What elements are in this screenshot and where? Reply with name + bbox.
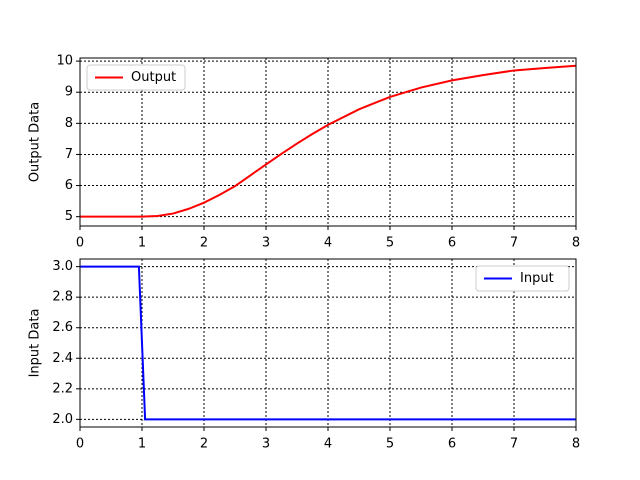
axes-frame xyxy=(79,57,577,227)
y-tick-label: 2.0 xyxy=(52,412,73,427)
legend-box xyxy=(475,265,570,292)
legend-label: Input xyxy=(520,271,554,286)
x-tick-label: 5 xyxy=(386,437,394,452)
y-tick-label: 7 xyxy=(65,147,73,162)
y-tick-label: 2.2 xyxy=(52,381,73,396)
x-tick-label: 1 xyxy=(138,236,146,251)
y-tick-label: 2.8 xyxy=(52,290,73,305)
line-series xyxy=(80,64,577,218)
x-tick-label: 6 xyxy=(448,437,456,452)
y-tick-label: 10 xyxy=(56,54,73,69)
x-tick-label: 1 xyxy=(138,437,146,452)
y-tick-label: 5 xyxy=(65,209,73,224)
x-tick-label: 0 xyxy=(76,437,84,452)
x-tick-label: 3 xyxy=(262,437,270,452)
x-tick-label: 2 xyxy=(200,236,208,251)
x-tick-label: 2 xyxy=(200,437,208,452)
x-tick-label: 5 xyxy=(386,236,394,251)
y-tick-label: 6 xyxy=(65,178,73,193)
y-axis-label: Input Data xyxy=(28,309,43,378)
y-tick-label: 2.4 xyxy=(52,351,73,366)
y-tick-label: 8 xyxy=(65,116,73,131)
line-series xyxy=(80,265,576,421)
x-tick-label: 0 xyxy=(76,236,84,251)
x-tick-label: 7 xyxy=(510,437,518,452)
x-tick-label: 4 xyxy=(324,437,332,452)
x-tick-label: 8 xyxy=(572,437,580,452)
x-tick-label: 6 xyxy=(448,236,456,251)
axes-frame xyxy=(79,258,577,428)
y-tick-label: 2.6 xyxy=(52,320,73,335)
y-tick-label: 3.0 xyxy=(52,259,73,274)
legend-box xyxy=(86,64,186,91)
x-tick-label: 4 xyxy=(324,236,332,251)
x-tick-label: 7 xyxy=(510,236,518,251)
y-tick-label: 9 xyxy=(65,85,73,100)
y-axis-label: Output Data xyxy=(28,102,43,182)
x-tick-label: 3 xyxy=(262,236,270,251)
legend-label: Output xyxy=(131,70,176,85)
x-tick-label: 8 xyxy=(572,236,580,251)
